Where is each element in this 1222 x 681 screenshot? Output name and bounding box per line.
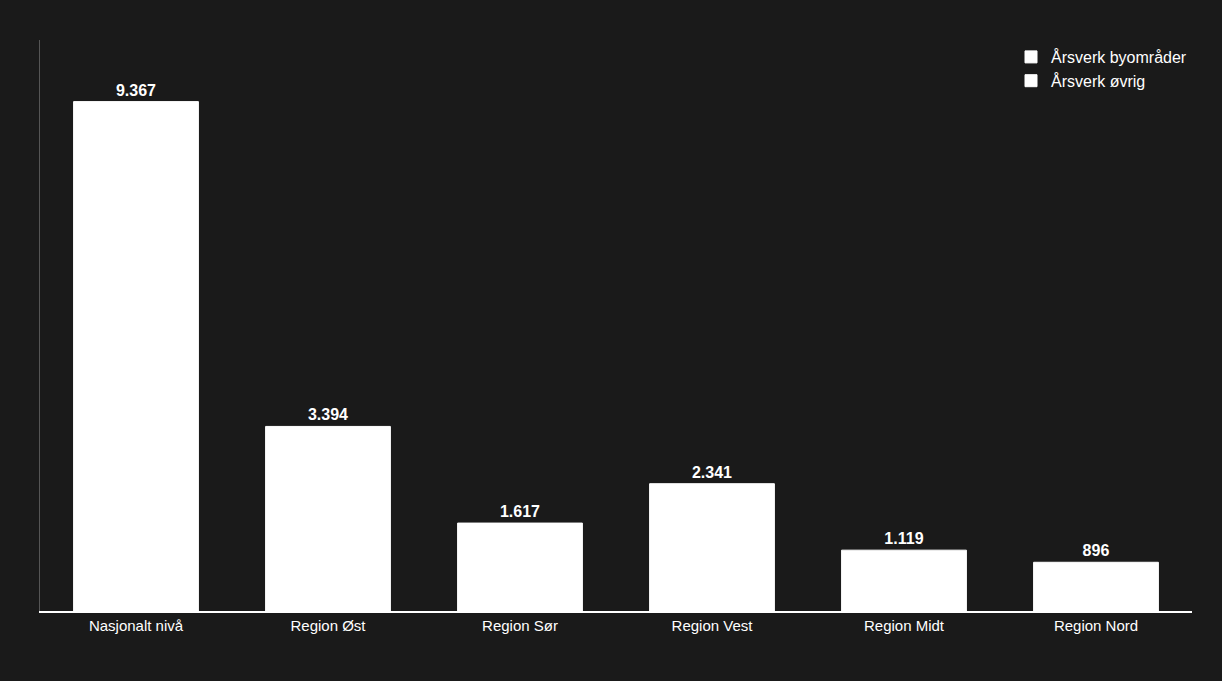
svg-text:2.341: 2.341	[692, 464, 732, 481]
svg-text:1.617: 1.617	[500, 503, 540, 520]
svg-text:1.119: 1.119	[884, 530, 923, 547]
svg-text:Region Nord: Region Nord	[1054, 617, 1138, 634]
svg-text:Region Midt: Region Midt	[864, 617, 945, 634]
svg-text:Årsverk øvrig: Årsverk øvrig	[1051, 72, 1145, 90]
svg-text:Nasjonalt nivå: Nasjonalt nivå	[89, 617, 184, 634]
svg-text:Region Øst: Region Øst	[290, 617, 366, 634]
svg-text:896: 896	[1083, 542, 1110, 559]
svg-text:Årsverk byområder: Årsverk byområder	[1051, 48, 1187, 66]
svg-text:3.394: 3.394	[308, 406, 348, 423]
svg-text:9.367: 9.367	[116, 82, 156, 99]
svg-text:Region Sør: Region Sør	[482, 617, 558, 634]
svg-text:Region Vest: Region Vest	[672, 617, 754, 634]
